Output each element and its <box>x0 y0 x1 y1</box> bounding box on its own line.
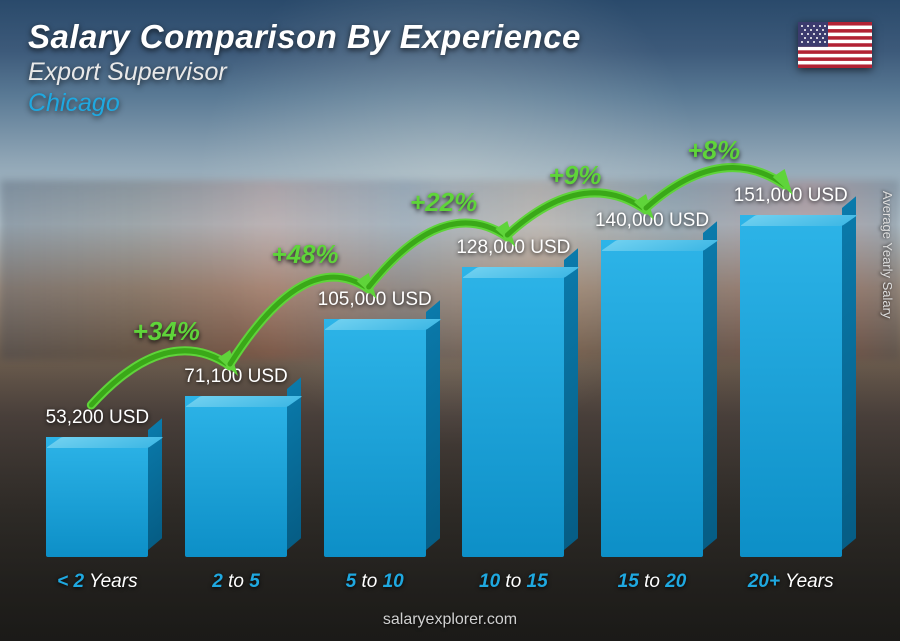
increase-pct-label: +8% <box>687 135 740 166</box>
bar-category-label: 2 to 5 <box>212 571 260 593</box>
bar-value-label: 151,000 USD <box>734 185 848 207</box>
bar-3d <box>185 396 287 557</box>
bar-group-5: 151,000 USD 20+ Years <box>721 185 860 593</box>
bar-group-4: 140,000 USD 15 to 20 <box>583 210 722 593</box>
bar-category-label: 15 to 20 <box>618 571 687 593</box>
bar-group-3: 128,000 USD 10 to 15 <box>444 237 583 593</box>
increase-pct-label: +22% <box>410 187 477 218</box>
bar-value-label: 140,000 USD <box>595 210 709 232</box>
bar-3d <box>462 267 564 557</box>
bar-category-label: 10 to 15 <box>479 571 548 593</box>
bar-group-0: 53,200 USD < 2 Years <box>28 407 167 593</box>
bar-3d <box>601 240 703 557</box>
chart-title: Salary Comparison By Experience <box>28 18 581 56</box>
bar-value-label: 71,100 USD <box>184 366 288 388</box>
bar-value-label: 105,000 USD <box>318 289 432 311</box>
header: Salary Comparison By Experience Export S… <box>28 18 581 118</box>
increase-pct-label: +9% <box>549 160 602 191</box>
footer-attribution: salaryexplorer.com <box>0 611 900 629</box>
increase-pct-label: +34% <box>133 316 200 347</box>
bar-value-label: 53,200 USD <box>46 407 150 429</box>
y-axis-label: Average Yearly Salary <box>881 190 896 318</box>
us-flag-icon <box>798 22 872 68</box>
bar-category-label: 20+ Years <box>748 571 834 593</box>
increase-pct-label: +48% <box>271 239 338 270</box>
chart-subtitle: Export Supervisor <box>28 58 581 87</box>
bar-group-2: 105,000 USD 5 to 10 <box>305 289 444 593</box>
bar-group-1: 71,100 USD 2 to 5 <box>167 366 306 593</box>
bar-3d <box>324 319 426 557</box>
bar-category-label: 5 to 10 <box>346 571 404 593</box>
salary-bar-chart: 53,200 USD < 2 Years 71,100 USD 2 to 5 105,0… <box>28 113 860 593</box>
bar-category-label: < 2 Years <box>57 571 137 593</box>
bar-value-label: 128,000 USD <box>456 237 570 259</box>
bar-3d <box>740 215 842 557</box>
bar-3d <box>46 437 148 557</box>
